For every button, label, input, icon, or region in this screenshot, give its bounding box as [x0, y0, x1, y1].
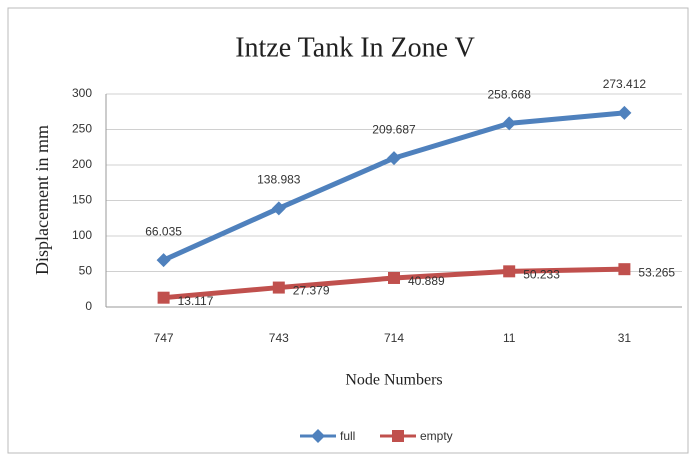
x-tick-label: 714: [384, 331, 404, 345]
y-tick-label: 150: [72, 193, 92, 207]
chart-frame: [7, 7, 689, 454]
marker: [388, 271, 400, 284]
marker: [392, 430, 404, 442]
data-label: 209.687: [372, 122, 416, 136]
data-label: 66.035: [145, 224, 182, 238]
data-label: 27.379: [293, 284, 330, 298]
y-tick-label: 200: [72, 157, 92, 171]
marker: [387, 151, 401, 166]
chart-title: Intze Tank In Zone V: [235, 32, 475, 63]
data-label: 273.412: [603, 77, 647, 91]
data-label: 258.668: [488, 88, 532, 102]
y-axis-label: Displacement in mm: [32, 125, 52, 275]
marker: [311, 429, 325, 443]
y-tick-label: 0: [85, 299, 92, 313]
x-tick-label: 743: [269, 331, 289, 345]
marker: [503, 265, 516, 278]
marker: [502, 116, 517, 131]
marker: [271, 201, 286, 216]
y-tick-label: 50: [79, 264, 93, 278]
data-label: 13.117: [178, 294, 214, 308]
x-tick-label: 11: [503, 331, 516, 345]
y-tick-label: 250: [72, 122, 92, 136]
x-tick-label: 747: [154, 331, 174, 345]
x-tick-label: 31: [618, 331, 632, 345]
data-label: 138.983: [257, 172, 301, 186]
marker: [617, 105, 632, 120]
data-label: 40.889: [408, 274, 445, 288]
data-label: 53.265: [638, 265, 675, 279]
legend-label: full: [340, 429, 355, 443]
y-tick-label: 300: [72, 86, 92, 100]
marker: [156, 253, 171, 268]
legend-label: empty: [420, 429, 453, 443]
marker: [157, 291, 170, 304]
y-tick-label: 100: [72, 228, 92, 242]
x-axis-label: Node Numbers: [345, 372, 442, 389]
data-label: 50.233: [523, 268, 560, 282]
marker: [618, 263, 631, 276]
marker: [272, 281, 285, 294]
